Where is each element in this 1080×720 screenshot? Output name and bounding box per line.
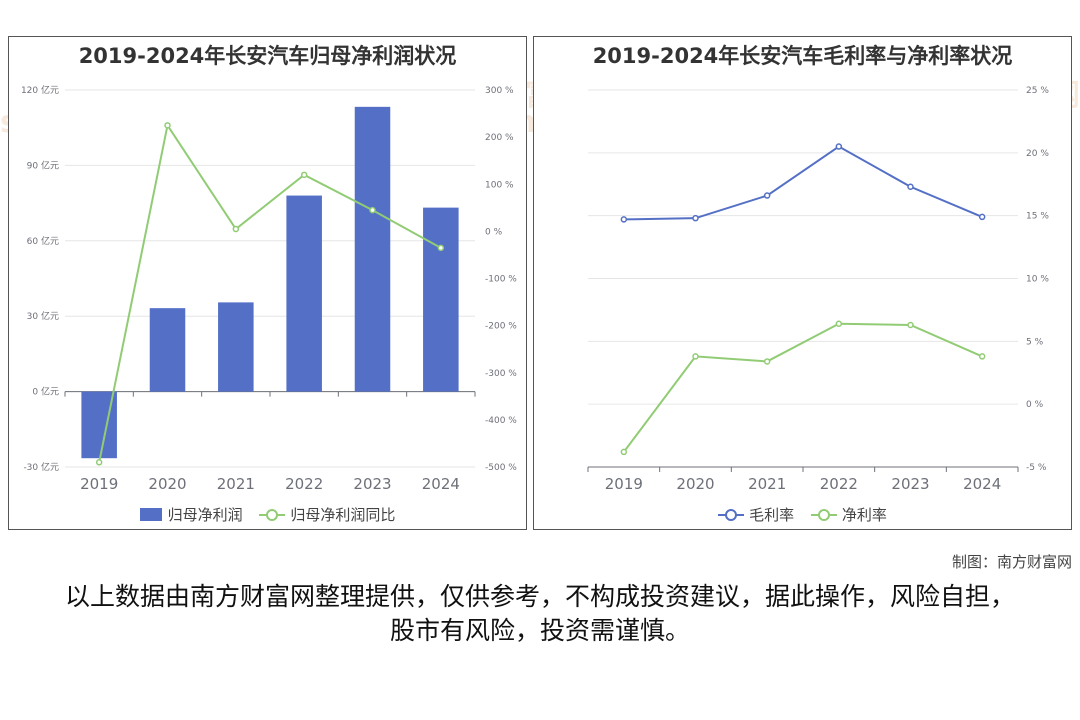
- y-right-tick-label: 200 %: [485, 133, 514, 143]
- point-net-margin: [763, 358, 771, 365]
- point-net-profit-yoy: [300, 171, 308, 179]
- point-net-profit-yoy: [95, 459, 103, 466]
- point-net-margin: [907, 321, 914, 329]
- x-tick-label: 2023: [353, 475, 391, 493]
- point-net-profit-yoy: [232, 225, 240, 233]
- point-net-margin: [692, 353, 699, 360]
- legend-label: 毛利率: [749, 506, 795, 524]
- x-tick-label: 2019: [80, 475, 118, 493]
- chart-legend: 归母净利润 归母净利润同比: [9, 504, 526, 526]
- point-net-margin: [978, 353, 986, 360]
- legend-swatch: [139, 507, 162, 521]
- bar-net-profit: [423, 207, 459, 392]
- x-tick-label: 2020: [148, 475, 186, 493]
- point-gross-margin: [763, 192, 771, 199]
- point-net-profit-yoy: [437, 244, 445, 252]
- y-right-tick-label: 25 %: [1026, 86, 1049, 96]
- point-gross-margin: [835, 143, 843, 150]
- legend-swatch: [259, 508, 286, 521]
- margin-chart: -5 % 0 % 5 % 10 % 15 % 20 % 25 % 2019 2020 2021 20…: [587, 86, 1049, 493]
- y-left-tick-label: 90 亿元: [27, 159, 59, 171]
- y-left-tick-label: 120 亿元: [21, 84, 59, 96]
- x-tick-label: 2021: [217, 475, 255, 493]
- y-right-tick-label: 20 %: [1026, 149, 1049, 159]
- y-right-tick-label: -200 %: [485, 322, 517, 332]
- point-gross-margin: [907, 183, 914, 191]
- x-tick-label: 2023: [891, 475, 929, 493]
- legend-label: 净利率: [841, 506, 887, 524]
- chart-credit: 制图：南方财富网: [951, 553, 1072, 571]
- series-line-net-margin: [623, 322, 983, 453]
- y-right-tick-label: -500 %: [485, 463, 517, 473]
- net-profit-chart-panel: 2019-2024年长安汽车归母净利润状况 -30 亿元 0 亿元 30 亿元 60 …: [8, 36, 527, 530]
- net-profit-chart: -30 亿元 0 亿元 30 亿元 60 亿元 90 亿元 120 亿元 -500 % -40…: [21, 84, 517, 493]
- x-tick-label: 2020: [676, 475, 714, 493]
- point-gross-margin: [620, 216, 628, 223]
- series-line-gross-margin: [623, 145, 983, 221]
- x-tick-label: 2022: [285, 475, 323, 493]
- legend-label: 归母净利润: [167, 505, 243, 524]
- y-right-tick-label: -400 %: [485, 416, 517, 426]
- y-left-tick-label: 60 亿元: [27, 235, 59, 247]
- point-net-margin: [620, 448, 628, 456]
- legend-item-net-margin[interactable]: 净利率: [810, 504, 887, 525]
- chart-title: 2019-2024年长安汽车归母净利润状况: [78, 44, 457, 68]
- bar-net-profit: [286, 195, 322, 392]
- x-tick-label: 2019: [605, 475, 643, 493]
- x-tick-label: 2021: [748, 475, 786, 493]
- legend-swatch: [718, 508, 745, 521]
- x-tick-label: 2024: [963, 475, 1001, 493]
- legend-swatch: [810, 508, 837, 521]
- disclaimer-text: 以上数据由南方财富网整理提供，仅供参考，不构成投资建议，据此操作，风险自担，股市…: [64, 582, 1015, 645]
- legend-item-gross-margin[interactable]: 毛利率: [718, 504, 794, 525]
- legend-item-net-profit-yoy[interactable]: 归母净利润同比: [259, 504, 395, 525]
- point-net-profit-yoy: [369, 206, 376, 214]
- y-right-tick-label: 10 %: [1026, 275, 1049, 285]
- bar-net-profit: [354, 106, 391, 392]
- y-right-tick-label: 0 %: [485, 227, 503, 237]
- y-right-tick-label: 0 %: [1026, 400, 1044, 410]
- point-net-profit-yoy: [164, 122, 171, 129]
- point-gross-margin: [978, 213, 986, 221]
- x-tick-label: 2022: [820, 475, 858, 493]
- bar-net-profit: [149, 308, 186, 392]
- chart-title: 2019-2024年长安汽车毛利率与净利率状况: [592, 44, 1013, 68]
- series-line-net-profit-yoy: [98, 122, 442, 463]
- point-net-margin: [835, 320, 843, 327]
- legend-item-net-profit[interactable]: 归母净利润: [139, 504, 243, 525]
- y-right-tick-label: 300 %: [485, 86, 514, 96]
- y-right-tick-label: 5 %: [1026, 337, 1044, 347]
- y-left-tick-label: 0 亿元: [32, 386, 59, 398]
- legend-label: 归母净利润同比: [290, 506, 396, 524]
- y-right-tick-label: 100 %: [485, 180, 514, 190]
- chart-legend: 毛利率 净利率: [534, 504, 1071, 525]
- point-gross-margin: [692, 214, 699, 222]
- y-right-tick-label: 15 %: [1026, 212, 1049, 222]
- bar-net-profit: [218, 302, 254, 392]
- y-left-tick-label: -30 亿元: [23, 461, 59, 473]
- margin-chart-panel: 2019-2024年长安汽车毛利率与净利率状况 -5 % 0 % 5 % 10 % 15…: [533, 36, 1072, 530]
- x-tick-label: 2024: [422, 475, 460, 493]
- y-right-tick-label: -5 %: [1026, 463, 1047, 473]
- y-left-tick-label: 30 亿元: [27, 310, 59, 322]
- y-right-tick-label: -300 %: [485, 369, 517, 379]
- y-right-tick-label: -100 %: [485, 275, 517, 285]
